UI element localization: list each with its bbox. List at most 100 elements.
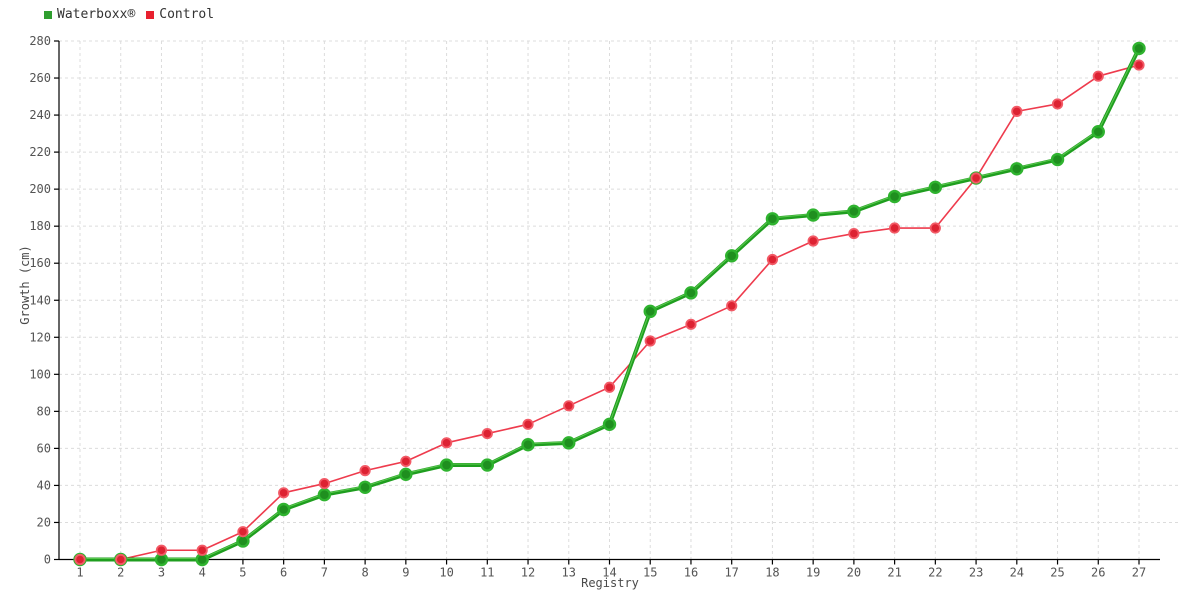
x-tick-label: 17 — [724, 566, 738, 580]
x-tick-label: 18 — [765, 566, 779, 580]
x-tick-label: 5 — [239, 566, 246, 580]
data-point-control — [440, 437, 453, 449]
data-point-control — [115, 553, 127, 566]
data-point-control — [1092, 70, 1104, 82]
x-tick-label: 13 — [562, 566, 576, 580]
x-tick-label: 15 — [643, 566, 657, 580]
waterboxx-swatch-icon — [44, 10, 52, 19]
chart-legend: Waterboxx® Control — [44, 7, 214, 22]
y-tick-label: 260 — [29, 71, 51, 85]
data-point-waterboxx — [399, 467, 413, 482]
y-tick-label: 240 — [29, 108, 51, 122]
x-tick-label: 6 — [280, 566, 287, 580]
y-tick-label: 40 — [37, 478, 51, 492]
x-axis-title: Registry — [581, 576, 639, 590]
legend-label-waterboxx: Waterboxx® — [57, 7, 136, 22]
data-point-control — [400, 455, 412, 467]
y-tick-label: 220 — [29, 145, 51, 159]
data-point-waterboxx — [439, 458, 454, 472]
data-point-control — [889, 222, 901, 234]
data-point-waterboxx — [317, 487, 332, 502]
legend-item-control: Control — [146, 7, 214, 22]
data-point-control — [318, 477, 330, 490]
data-point-control — [196, 544, 208, 556]
data-point-control — [278, 487, 290, 499]
data-point-control — [1051, 98, 1064, 110]
data-point-waterboxx — [765, 212, 780, 226]
data-point-control — [359, 465, 371, 477]
data-point-waterboxx — [928, 180, 943, 194]
data-point-control — [726, 300, 738, 312]
x-tick-label: 25 — [1050, 566, 1064, 580]
x-tick-label: 4 — [199, 566, 206, 580]
y-tick-label: 160 — [29, 256, 51, 270]
data-point-waterboxx — [887, 189, 902, 204]
data-point-waterboxx — [1091, 125, 1105, 139]
data-point-control — [1133, 59, 1145, 71]
legend-item-waterboxx: Waterboxx® — [44, 7, 135, 22]
y-tick-label: 100 — [29, 367, 51, 381]
x-tick-label: 23 — [969, 566, 983, 580]
x-tick-label: 16 — [684, 566, 698, 580]
data-point-control — [603, 381, 616, 393]
x-tick-label: 8 — [361, 566, 368, 580]
data-point-control — [807, 235, 819, 247]
legend-label-control: Control — [159, 7, 215, 22]
x-tick-label: 20 — [847, 566, 861, 580]
y-tick-label: 140 — [29, 293, 51, 307]
data-point-control — [848, 227, 860, 240]
data-point-control — [1011, 105, 1023, 117]
y-tick-label: 280 — [29, 34, 51, 48]
x-tick-label: 21 — [887, 566, 901, 580]
x-tick-label: 7 — [321, 566, 328, 580]
x-tick-label: 10 — [439, 566, 453, 580]
x-tick-label: 3 — [158, 566, 165, 580]
data-point-control — [970, 172, 982, 184]
x-tick-label: 22 — [928, 566, 942, 580]
data-point-control — [522, 418, 534, 430]
data-point-waterboxx — [684, 286, 698, 300]
data-point-waterboxx — [1132, 41, 1146, 56]
data-point-control — [237, 526, 249, 538]
data-point-control — [155, 544, 168, 556]
data-point-waterboxx — [358, 480, 372, 494]
data-point-control — [644, 335, 656, 347]
y-tick-label: 60 — [37, 441, 51, 455]
x-tick-label: 11 — [480, 566, 494, 580]
x-tick-label: 12 — [521, 566, 535, 580]
series-waterboxx — [73, 41, 1146, 567]
control-swatch-icon — [146, 10, 155, 19]
data-point-control — [929, 222, 941, 234]
data-point-waterboxx — [806, 208, 820, 222]
data-point-waterboxx — [643, 304, 657, 319]
x-tick-label: 2 — [117, 566, 124, 580]
x-tick-label: 1 — [76, 566, 83, 580]
series-layer — [73, 41, 1146, 567]
data-point-control — [481, 427, 493, 440]
y-tick-label: 180 — [29, 219, 51, 233]
data-point-waterboxx — [521, 437, 535, 452]
x-tick-label: 14 — [602, 566, 616, 580]
y-axis-title: Growth (cm) — [18, 245, 32, 324]
x-tick-label: 26 — [1091, 566, 1105, 580]
x-tick-label: 27 — [1132, 566, 1146, 580]
data-point-control — [74, 553, 86, 566]
data-point-waterboxx — [847, 204, 861, 219]
series-control-points — [74, 59, 1145, 566]
y-tick-label: 80 — [37, 404, 51, 418]
data-point-control — [563, 400, 575, 412]
y-tick-label: 200 — [29, 182, 51, 196]
data-point-waterboxx — [480, 458, 495, 472]
data-point-control — [766, 253, 779, 266]
y-tick-label: 20 — [37, 515, 51, 529]
data-point-waterboxx — [562, 436, 576, 450]
axis-layer: 0204060801001201401601802002202402602801… — [29, 34, 1160, 580]
x-tick-label: 9 — [402, 566, 409, 580]
data-point-waterboxx — [602, 417, 617, 432]
data-point-waterboxx — [1050, 152, 1065, 167]
y-tick-label: 120 — [29, 330, 51, 344]
data-point-waterboxx — [276, 502, 291, 517]
y-tick-label: 0 — [44, 553, 51, 567]
